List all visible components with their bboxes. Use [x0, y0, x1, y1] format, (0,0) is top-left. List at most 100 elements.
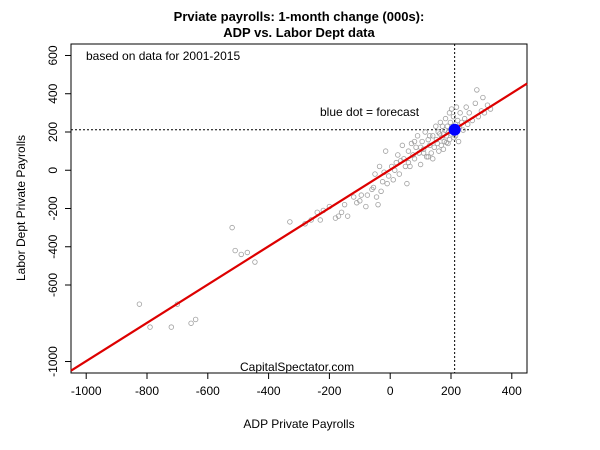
scatter-point — [344, 213, 351, 219]
y-axis-label: Labor Dept Private Payrolls — [14, 135, 28, 281]
x-tick-label: 200 — [441, 384, 461, 398]
scatter-point — [335, 213, 342, 219]
scatter-point — [147, 324, 153, 330]
scatter-point — [423, 154, 430, 160]
x-tick-label: 0 — [387, 384, 394, 398]
data-points — [136, 87, 494, 330]
scatter-point — [450, 113, 457, 120]
scatter-point — [413, 144, 419, 150]
title-line-2: ADP vs. Labor Dept data — [223, 25, 375, 40]
scatter-point — [396, 171, 403, 177]
scatter-point — [417, 161, 424, 168]
scatter-point — [440, 146, 447, 152]
scatter-point — [443, 139, 450, 146]
scatter-point — [358, 192, 365, 198]
scatter-point — [136, 301, 143, 307]
scatter-point — [455, 138, 462, 145]
x-tick-label: -400 — [257, 384, 281, 398]
scatter-point — [442, 115, 449, 122]
scatter-point — [192, 316, 199, 323]
scatter-point — [461, 115, 468, 122]
scatter-point — [376, 163, 383, 170]
scatter-point — [463, 104, 469, 110]
scatter-point — [446, 136, 453, 143]
scatter-point — [168, 324, 175, 330]
scatter-point — [414, 133, 421, 139]
scatter-point — [390, 177, 396, 183]
scatter-point — [428, 150, 434, 156]
x-tick-label: -1000 — [71, 384, 102, 398]
scatter-point — [229, 224, 235, 231]
x-axis-label: ADP Private Payrolls — [243, 417, 354, 431]
scatter-point — [457, 110, 463, 116]
scatter-point — [420, 150, 427, 156]
y-tick-label: -1000 — [46, 346, 60, 377]
scatter-point — [232, 247, 238, 254]
title-line-1: Prviate payrolls: 1-month change (000s): — [174, 9, 425, 24]
scatter-point — [351, 194, 357, 200]
scatter-point — [466, 110, 472, 116]
scatter-point — [404, 180, 410, 187]
scatter-point — [379, 179, 386, 185]
x-tick-label: -200 — [317, 384, 341, 398]
scatter-point — [422, 129, 428, 135]
scatter-point — [419, 138, 425, 145]
scatter-point — [472, 100, 479, 106]
forecast-point — [448, 123, 461, 136]
scatter-point — [338, 209, 345, 216]
scatter-point — [188, 320, 194, 326]
scatter-point — [385, 173, 392, 179]
x-axis: -1000 -800 -600 -400 -200 0 200 400 — [71, 373, 522, 398]
scatter-point — [382, 148, 389, 154]
scatter-point — [317, 217, 323, 223]
y-tick-label: -600 — [46, 273, 60, 297]
scatter-point — [375, 201, 381, 208]
x-tick-label: 400 — [502, 384, 522, 398]
scatter-point — [453, 104, 460, 110]
scatter-point — [384, 180, 390, 187]
scatter-point — [372, 171, 378, 177]
scatter-point — [395, 152, 401, 158]
scatter-point — [448, 106, 455, 112]
scatter-point — [373, 194, 380, 200]
forecast-annotation: blue dot = forecast — [320, 105, 420, 119]
scatter-point — [287, 219, 293, 225]
scatter-point — [252, 259, 258, 265]
y-tick-label: -200 — [46, 196, 60, 220]
scatter-point — [436, 148, 442, 154]
scatter-point — [430, 133, 436, 139]
y-tick-label: 0 — [46, 167, 60, 174]
forecast — [448, 123, 461, 136]
note-annotation: based on data for 2001-2015 — [86, 49, 240, 63]
scatter-point — [430, 156, 436, 162]
scatter-point — [447, 119, 454, 126]
x-tick-label: -600 — [196, 384, 220, 398]
scatter-point — [244, 249, 251, 256]
y-axis: 600 400 200 0 -200 -400 -600 -1000 — [46, 45, 71, 377]
scatter-point — [431, 144, 437, 150]
scatter-point — [370, 184, 377, 191]
x-tick-label: -800 — [135, 384, 159, 398]
scatter-point — [399, 142, 406, 149]
scatter-point — [378, 188, 384, 194]
scatter-point — [405, 159, 412, 166]
title: Prviate payrolls: 1-month change (000s):… — [174, 9, 425, 40]
scatter-point — [444, 123, 451, 129]
reference-lines — [71, 44, 527, 373]
scatter-point — [433, 123, 439, 129]
y-tick-label: -400 — [46, 234, 60, 258]
source-annotation: CapitalSpectator.com — [240, 360, 354, 374]
y-tick-label: 200 — [46, 122, 60, 142]
y-tick-label: 400 — [46, 83, 60, 103]
scatter-point — [411, 138, 418, 145]
scatter-point — [480, 94, 486, 101]
scatter-point — [474, 87, 480, 93]
scatter-point — [363, 203, 369, 210]
scatter-point — [411, 156, 418, 162]
scatter-point — [460, 127, 466, 133]
y-tick-label: 600 — [46, 45, 60, 65]
scatter-point — [341, 201, 348, 208]
scatter-point — [427, 133, 433, 139]
scatter-point — [364, 192, 371, 198]
